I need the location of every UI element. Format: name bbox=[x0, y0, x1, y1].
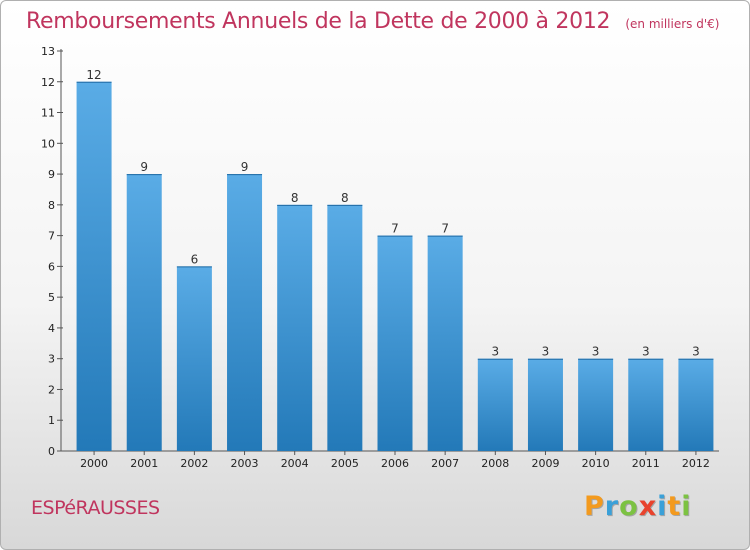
bar bbox=[227, 174, 263, 452]
bar bbox=[76, 81, 112, 452]
bar bbox=[578, 358, 614, 451]
bars bbox=[76, 81, 714, 452]
bar bbox=[427, 235, 463, 451]
bar bbox=[327, 204, 363, 451]
bar bbox=[678, 358, 714, 451]
y-tick-label: 3 bbox=[48, 353, 55, 366]
bar-value-label: 3 bbox=[592, 345, 600, 359]
bar-value-label: 3 bbox=[491, 345, 499, 359]
bar bbox=[527, 358, 563, 451]
logo-letter: i bbox=[657, 491, 668, 522]
chart-title: Remboursements Annuels de la Dette de 20… bbox=[26, 9, 611, 34]
logo-letter: P bbox=[584, 491, 605, 522]
town-name: ESPéRAUSSES bbox=[31, 497, 160, 519]
bar-value-label: 3 bbox=[542, 345, 550, 359]
y-tick-label: 7 bbox=[48, 230, 55, 243]
logo-letter: t bbox=[667, 491, 682, 522]
bar bbox=[126, 174, 162, 452]
bar-value-label: 9 bbox=[140, 160, 148, 174]
x-tick-label: 2001 bbox=[130, 457, 158, 470]
x-tick-label: 2000 bbox=[80, 457, 108, 470]
x-tick-label: 2012 bbox=[682, 457, 710, 470]
x-tick-label: 2011 bbox=[632, 457, 660, 470]
y-tick-label: 10 bbox=[41, 137, 55, 150]
bar-value-label: 12 bbox=[86, 68, 101, 82]
x-tick-label: 2005 bbox=[331, 457, 359, 470]
logo-letter: o bbox=[619, 491, 639, 522]
x-tick-label: 2004 bbox=[281, 457, 309, 470]
y-tick-label: 4 bbox=[48, 322, 55, 335]
bar-value-label: 8 bbox=[341, 191, 349, 205]
y-tick-label: 6 bbox=[48, 260, 55, 273]
logo-letter: i bbox=[681, 491, 692, 522]
y-tick-label: 9 bbox=[48, 168, 55, 181]
y-tick-label: 11 bbox=[41, 107, 55, 120]
logo-letter: x bbox=[638, 491, 658, 522]
bar-value-label: 9 bbox=[241, 160, 249, 174]
x-tick-label: 2006 bbox=[381, 457, 409, 470]
bar-value-label: 6 bbox=[191, 252, 199, 266]
y-tick-label: 0 bbox=[48, 445, 55, 458]
logo-letter: r bbox=[604, 491, 620, 522]
x-tick-label: 2009 bbox=[531, 457, 559, 470]
y-tick-label: 8 bbox=[48, 199, 55, 212]
bar bbox=[628, 358, 664, 451]
bar bbox=[277, 204, 313, 451]
x-tick-label: 2003 bbox=[231, 457, 259, 470]
chart-unit: (en milliers d'€) bbox=[625, 17, 720, 31]
title-line: Remboursements Annuels de la Dette de 20… bbox=[26, 9, 719, 34]
x-tick-label: 2007 bbox=[431, 457, 459, 470]
bar-value-label: 3 bbox=[692, 345, 700, 359]
y-tick-label: 2 bbox=[48, 383, 55, 396]
x-tick-label: 2008 bbox=[481, 457, 509, 470]
x-tick-label: 2002 bbox=[180, 457, 208, 470]
y-tick-label: 12 bbox=[41, 76, 55, 89]
y-tick-label: 5 bbox=[48, 291, 55, 304]
bar bbox=[176, 266, 212, 451]
x-tick-label: 2010 bbox=[582, 457, 610, 470]
bar-value-label: 7 bbox=[391, 222, 399, 236]
bar-value-label: 8 bbox=[291, 191, 299, 205]
bar bbox=[477, 358, 513, 451]
bar-value-label: 3 bbox=[642, 345, 650, 359]
bar-value-label: 7 bbox=[441, 222, 449, 236]
bar bbox=[377, 235, 413, 451]
proxiti-logo[interactable]: Proxiti bbox=[584, 491, 692, 522]
labels: 12 2000 9 2001 6 2002 9 2003 8 2004 8 2005 7 2006 7 200… bbox=[80, 68, 710, 470]
y-tick-label: 13 bbox=[41, 45, 55, 58]
y-tick-label: 1 bbox=[48, 414, 55, 427]
